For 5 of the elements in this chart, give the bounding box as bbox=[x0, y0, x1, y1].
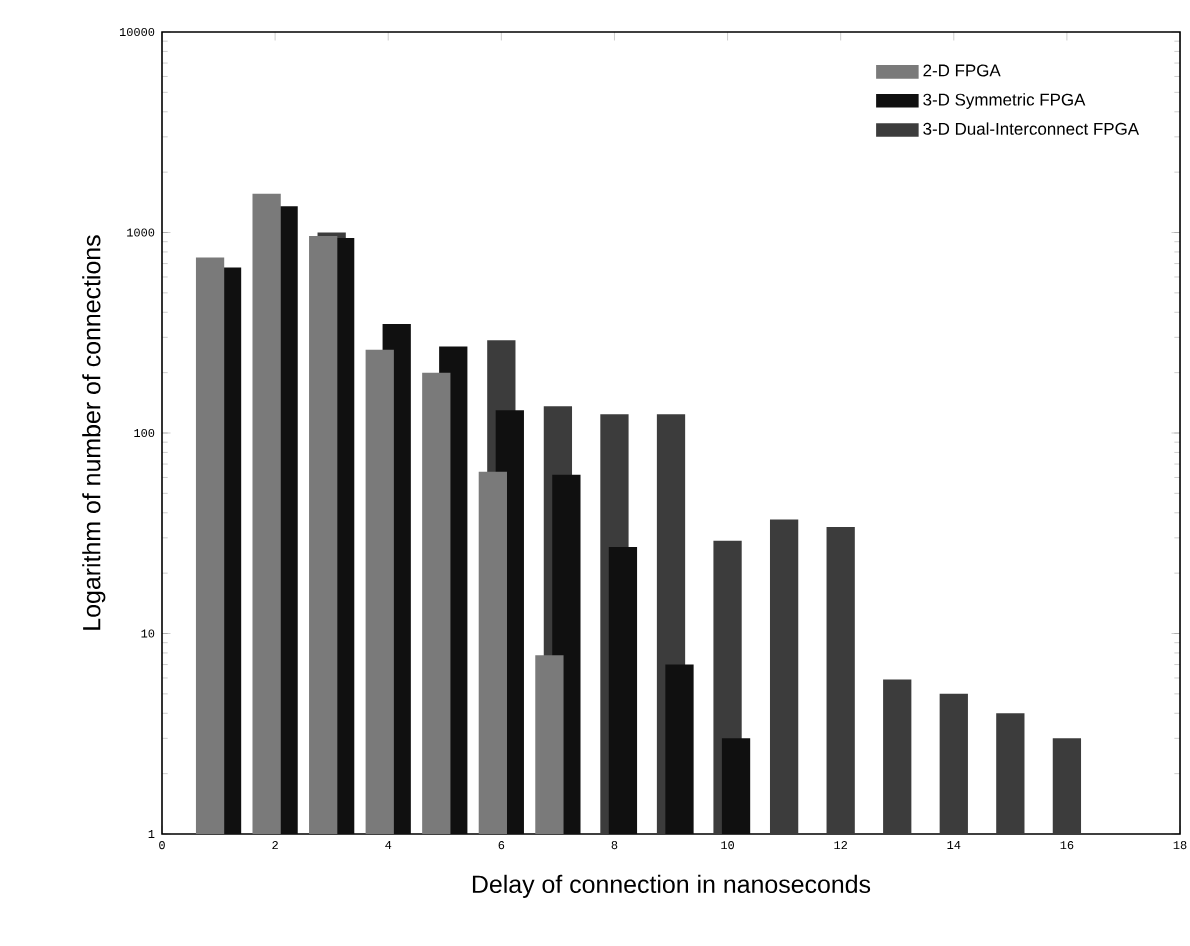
x-axis-title: Delay of connection in nanoseconds bbox=[472, 874, 871, 898]
legend-label: 3-D Dual-Interconnect FPGA bbox=[923, 122, 1140, 135]
legend-label: 2-D FPGA bbox=[923, 64, 1001, 77]
legend-label: 3-D Symmetric FPGA bbox=[923, 93, 1086, 109]
y-axis-title: Logarithm of number of connections bbox=[82, 235, 106, 630]
